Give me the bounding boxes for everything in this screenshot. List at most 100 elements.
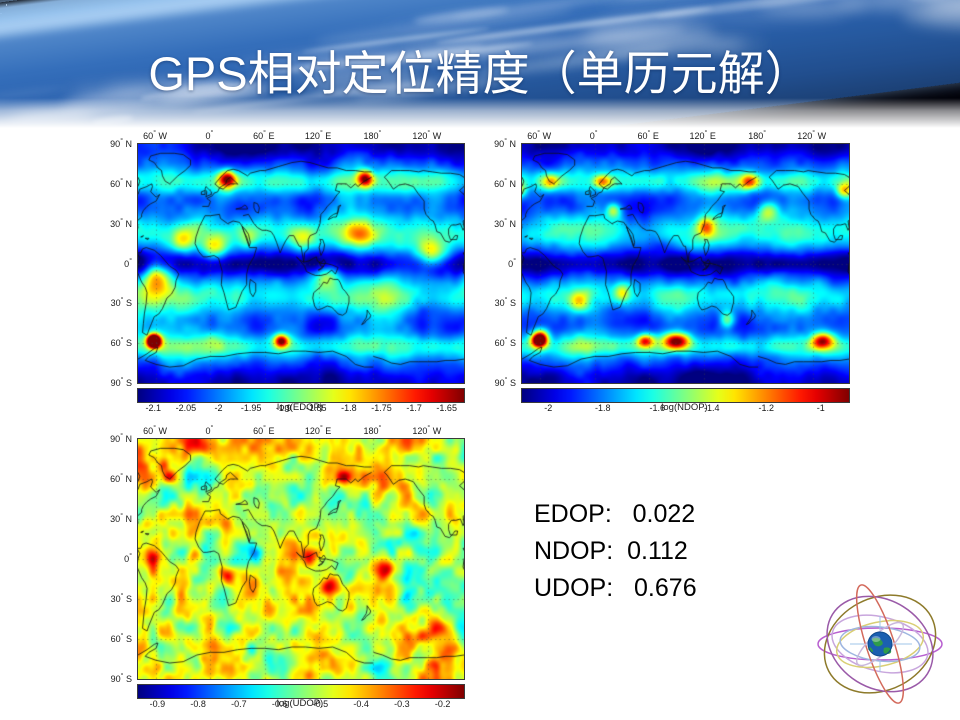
log-udop-world-map-lat-tick: 0° bbox=[124, 553, 132, 564]
log-ndop-world-map-colorbar-tick: -1 bbox=[816, 403, 825, 413]
orbit-logo-icon bbox=[817, 584, 943, 704]
dop-stat-value: 0.112 bbox=[627, 537, 688, 565]
orbit-logo: BDS Celestial Reference Frame 北斗天球参考框架 bbox=[806, 572, 954, 716]
log-edop-world-map-colorbar-tick: -1.8 bbox=[341, 403, 357, 413]
log-edop-world-map-colorbar bbox=[137, 388, 465, 403]
log-ndop-world-map-lat-tick: 30° N bbox=[494, 217, 516, 229]
log-ndop-world-map-colorbar-tick: -2 bbox=[544, 403, 553, 413]
log-udop-world-map-colorbar-tick: -0.8 bbox=[190, 699, 206, 709]
log-udop-world-map-lat-tick: 30° S bbox=[110, 593, 132, 604]
log-edop-world-map-lat-tick: 30° N bbox=[110, 217, 132, 229]
log-edop-world-map-lon-tick: 120° W bbox=[412, 130, 442, 141]
log-edop-world-map-lat-tick: 30° S bbox=[110, 297, 132, 309]
dop-stat-value: 0.676 bbox=[634, 574, 697, 602]
log-ndop-world-map-lat-tick: 60° S bbox=[494, 337, 516, 349]
log-ndop-world-map-lat-tick: 60° N bbox=[494, 177, 516, 189]
dop-stat-value: 0.022 bbox=[632, 500, 696, 528]
log-ndop-world-map-colorbar-tick: -1.4 bbox=[704, 403, 720, 413]
log-edop-world-map-lon-tick: 60° W bbox=[143, 130, 168, 141]
log-edop-world-map-colorbar-tick: -2.1 bbox=[145, 403, 162, 413]
log-ndop-world-map-colorbar-tick: -1.6 bbox=[649, 403, 666, 413]
dop-stat-label: NDOP: bbox=[534, 537, 614, 565]
log-udop-world-map-colorbar-label: log(UDOP) bbox=[276, 698, 324, 709]
cloud-blob bbox=[154, 78, 265, 100]
log-udop-world-map-raster bbox=[138, 439, 464, 679]
dop-stat-gap bbox=[613, 537, 627, 565]
log-ndop-world-map-colorbar-tick: -1.8 bbox=[595, 403, 611, 413]
log-ndop-world-map-lon-tick: 180° bbox=[748, 130, 767, 141]
cloud-blob bbox=[661, 8, 847, 23]
log-edop-world-map-lon-tick: 0° bbox=[205, 130, 214, 141]
log-ndop-world-map-lon-tick: 60° W bbox=[527, 130, 552, 141]
dop-stat-gap bbox=[613, 574, 634, 602]
log-ndop-world-map-lon-tick: 0° bbox=[589, 130, 598, 141]
dop-statistics: EDOP: 0.022 NDOP: 0.112 UDOP: 0.676 bbox=[534, 496, 697, 607]
log-edop-world-map-colorbar-tick: -1.95 bbox=[240, 403, 262, 413]
log-ndop-world-map-raster bbox=[522, 144, 849, 383]
dop-stat-label: EDOP: bbox=[534, 500, 612, 528]
banner-fade bbox=[0, 98, 960, 128]
cloud-blob bbox=[104, 79, 233, 97]
cloud-blob bbox=[304, 69, 426, 99]
log-ndop-world-map-lat-tick: 0° bbox=[508, 257, 516, 269]
log-edop-world-map-colorbar-tick: -2.05 bbox=[175, 403, 197, 413]
log-udop-world-map-frame bbox=[137, 438, 465, 680]
dop-stat-row: UDOP: 0.676 bbox=[534, 570, 697, 607]
cloud-blob bbox=[587, 19, 715, 46]
dop-stat-row: EDOP: 0.022 bbox=[534, 496, 697, 533]
log-udop-world-map-colorbar bbox=[137, 684, 465, 699]
log-edop-world-map-lon-tick: 60° E bbox=[253, 130, 275, 141]
log-edop-world-map-lat-tick: 60° N bbox=[110, 177, 132, 189]
log-edop-world-map-colorbar-tick: -1.85 bbox=[306, 403, 327, 413]
log-ndop-world-map-lon-tick: 120° E bbox=[689, 130, 716, 141]
log-ndop-world-map-lat-tick: 30° S bbox=[494, 297, 516, 309]
cloud-blob bbox=[927, 0, 960, 11]
cloud-blob bbox=[579, 34, 746, 56]
log-udop-world-map-colorbar-tick: -0.4 bbox=[353, 699, 369, 709]
log-edop-world-map-colorbar-tick: -2 bbox=[214, 403, 223, 413]
log-ndop-world-map-lon-tick: 60° E bbox=[637, 130, 659, 141]
log-udop-world-map-colorbar-tick: -0.5 bbox=[312, 699, 329, 709]
dop-stat-gap bbox=[612, 500, 633, 528]
log-udop-world-map-lon-tick: 180° bbox=[363, 425, 382, 436]
dop-stat-row: NDOP: 0.112 bbox=[534, 533, 697, 570]
log-udop-world-map-lon-tick: 60° W bbox=[143, 425, 168, 436]
log-udop-world-map-lat-tick: 90° N bbox=[110, 433, 132, 444]
cloud-blob bbox=[68, 82, 263, 100]
log-ndop-world-map-lat-tick: 90° N bbox=[494, 138, 516, 149]
log-udop-world-map-lat-tick: 60° S bbox=[110, 633, 132, 644]
log-ndop-world-map-lat-tick: 90° S bbox=[494, 377, 516, 388]
log-edop-world-map-lon-tick: 180° bbox=[363, 130, 382, 141]
cloud-blob bbox=[261, 59, 420, 83]
log-edop-world-map-raster bbox=[138, 144, 464, 383]
page-title: GPS相对定位精度（单历元解） bbox=[148, 47, 812, 100]
cloud-blob bbox=[758, 1, 866, 13]
log-edop-world-map-lat-tick: 0° bbox=[124, 257, 132, 269]
log-ndop-world-map-lon-tick: 120° W bbox=[797, 130, 827, 141]
log-ndop-world-map-frame bbox=[521, 143, 850, 384]
log-udop-world-map-colorbar-tick: -0.6 bbox=[271, 699, 288, 709]
log-ndop-world-map-colorbar bbox=[521, 388, 850, 403]
log-udop-world-map-colorbar-tick: -0.3 bbox=[394, 699, 410, 709]
cloud-blob bbox=[399, 37, 513, 50]
log-udop-world-map-colorbar-tick: -0.9 bbox=[149, 699, 166, 709]
log-edop-world-map-lat-tick: 90° S bbox=[110, 377, 132, 388]
title-banner: GPS相对定位精度（单历元解） bbox=[0, 0, 960, 128]
log-udop-world-map-lat-tick: 30° N bbox=[110, 513, 132, 524]
log-edop-world-map-lat-tick: 60° S bbox=[110, 337, 132, 349]
log-udop-world-map-lon-tick: 120° W bbox=[412, 425, 442, 436]
log-udop-world-map-colorbar-tick: -0.2 bbox=[434, 699, 451, 709]
cloud-blob bbox=[703, 40, 766, 53]
log-udop-world-map-lon-tick: 120° E bbox=[304, 425, 332, 436]
log-udop-world-map-lon-tick: 60° E bbox=[253, 425, 275, 436]
log-ndop-world-map-colorbar-label: log(NDOP) bbox=[661, 402, 708, 413]
log-edop-world-map-lon-tick: 120° E bbox=[304, 130, 332, 141]
log-edop-world-map-colorbar-tick: -1.75 bbox=[371, 403, 392, 413]
cloud-blob bbox=[834, 0, 960, 11]
log-edop-world-map-lat-tick: 90° N bbox=[110, 138, 132, 149]
log-edop-world-map-colorbar-tick: -1.9 bbox=[275, 403, 292, 413]
log-ndop-world-map-colorbar-tick: -1.2 bbox=[758, 403, 775, 413]
log-udop-world-map-colorbar-tick: -0.7 bbox=[231, 699, 247, 709]
